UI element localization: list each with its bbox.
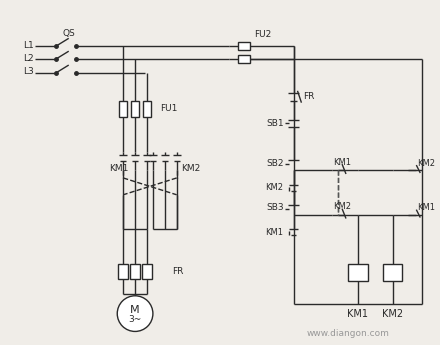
Text: L1: L1 <box>23 41 34 50</box>
Text: KM1: KM1 <box>348 309 368 319</box>
Text: KM2: KM2 <box>417 159 435 168</box>
Text: FU2: FU2 <box>254 30 271 39</box>
Text: SB3: SB3 <box>266 203 284 212</box>
Bar <box>143 101 151 117</box>
Text: KM2: KM2 <box>266 183 284 193</box>
Bar <box>238 55 250 63</box>
Text: www.diangon.com: www.diangon.com <box>307 329 389 338</box>
Text: L3: L3 <box>23 68 34 77</box>
Text: KM1: KM1 <box>417 203 435 212</box>
Text: FU1: FU1 <box>160 104 177 113</box>
Text: KM1: KM1 <box>109 164 129 172</box>
Bar <box>383 264 403 281</box>
Text: KM2: KM2 <box>182 164 201 172</box>
Text: KM1: KM1 <box>333 158 351 167</box>
Circle shape <box>117 296 153 332</box>
Text: M: M <box>130 305 140 315</box>
Text: SB2: SB2 <box>266 159 284 168</box>
Text: KM2: KM2 <box>382 309 403 319</box>
Bar <box>119 101 127 117</box>
Text: KM2: KM2 <box>333 202 351 211</box>
Text: KM1: KM1 <box>266 228 284 237</box>
Text: QS: QS <box>62 29 75 38</box>
Bar <box>131 101 139 117</box>
Text: FR: FR <box>172 267 183 276</box>
Bar <box>348 264 368 281</box>
Text: FR: FR <box>304 92 315 101</box>
Bar <box>238 42 250 50</box>
Bar <box>142 264 152 279</box>
Text: L2: L2 <box>23 53 34 63</box>
Bar <box>130 264 140 279</box>
Bar <box>118 264 128 279</box>
Text: SB1: SB1 <box>266 119 284 128</box>
Text: 3~: 3~ <box>128 315 142 324</box>
